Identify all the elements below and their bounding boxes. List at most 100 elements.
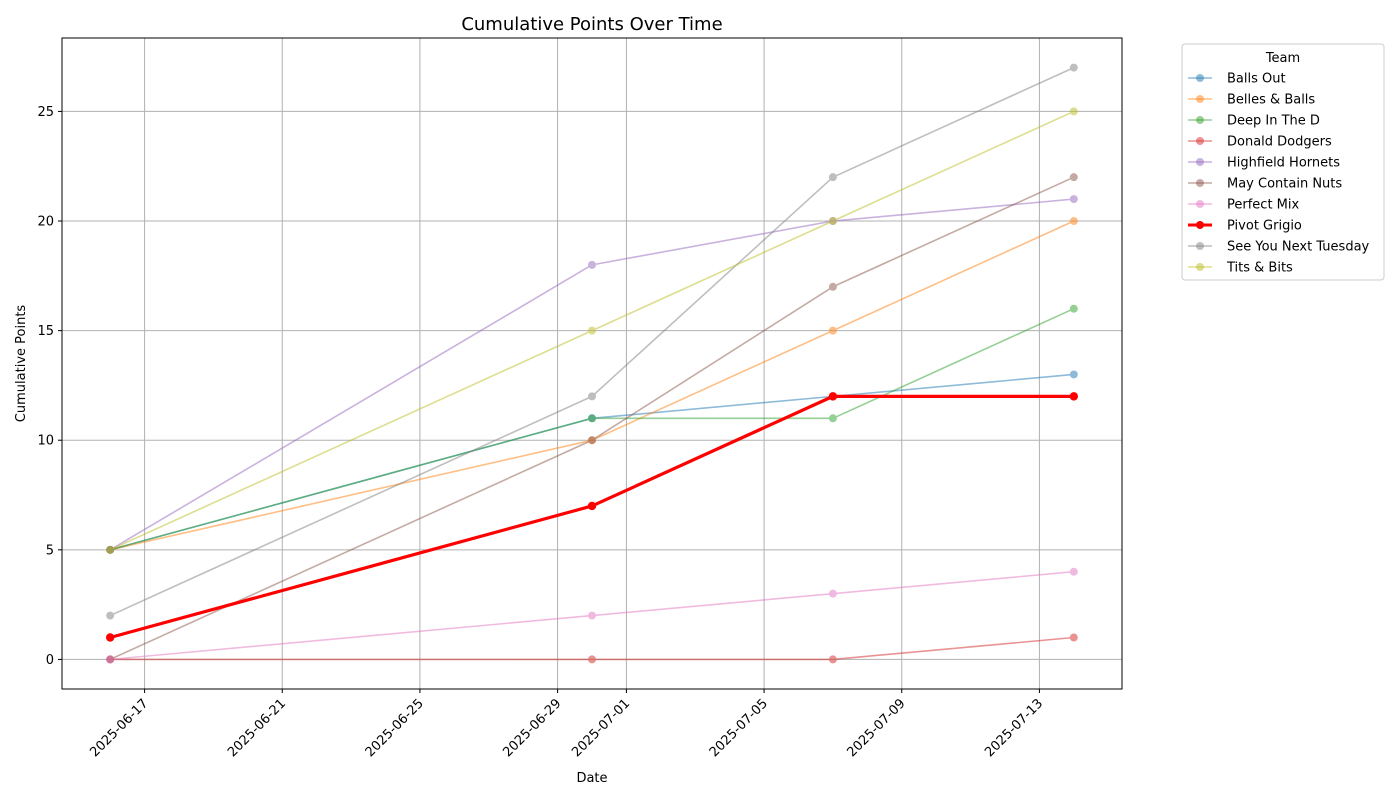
legend-swatch-marker <box>1196 242 1204 250</box>
legend-items: Balls Out Belles & Balls Deep In The D Dona… <box>1188 72 1370 276</box>
legend-label: See You Next Tuesday <box>1227 240 1370 255</box>
x-tick-label: 2025-07-09 <box>845 696 909 760</box>
data-point <box>1069 633 1078 642</box>
legend-swatch-marker <box>1196 137 1204 145</box>
series-line <box>109 220 1075 551</box>
legend-item-highfield-hornets: Highfield Hornets <box>1188 156 1340 171</box>
legend-item-pivot-grigio: Pivot Grigio <box>1188 219 1302 234</box>
data-point <box>588 611 596 620</box>
series-line <box>109 636 1075 661</box>
data-point <box>1069 567 1078 576</box>
data-point <box>105 633 115 642</box>
series-lines <box>105 63 1079 664</box>
series-perfect-mix <box>106 567 1078 664</box>
data-point <box>588 260 596 269</box>
legend-swatch-marker <box>1196 200 1204 208</box>
legend-swatch-marker <box>1196 158 1204 166</box>
data-point <box>1069 107 1078 116</box>
y-tick-label: 10 <box>37 434 54 449</box>
data-point <box>828 392 838 401</box>
data-point <box>106 611 115 620</box>
series-line <box>109 307 1075 551</box>
y-tick-label: 5 <box>46 543 54 558</box>
data-point <box>1069 304 1078 313</box>
data-point <box>1069 370 1078 379</box>
series-line <box>109 198 1075 551</box>
legend: Team Balls Out Belles & Balls Deep In The … <box>1181 43 1385 281</box>
y-tick-label: 20 <box>37 215 54 230</box>
legend-swatch-marker <box>1196 221 1204 229</box>
legend-item-tits-bits: Tits & Bits <box>1188 261 1293 276</box>
x-axis-label: Date <box>576 771 607 786</box>
data-point <box>828 655 837 664</box>
legend-swatch-marker <box>1196 263 1204 271</box>
legend-label: Belles & Balls <box>1227 93 1315 108</box>
data-point <box>828 282 837 291</box>
legend-item-deep-in-the-d: Deep In The D <box>1188 114 1320 129</box>
series-see-you-next-tuesday <box>106 63 1078 620</box>
legend-label: Highfield Hornets <box>1227 156 1340 171</box>
data-point <box>588 392 596 401</box>
data-point <box>1069 173 1078 182</box>
grid <box>62 38 1122 689</box>
data-point <box>588 436 596 445</box>
y-tick-label: 25 <box>37 105 54 120</box>
data-point <box>1069 195 1078 204</box>
x-tick-label: 2025-06-29 <box>500 696 564 760</box>
legend-label: Deep In The D <box>1227 114 1320 129</box>
x-tick-label: 2025-06-25 <box>363 696 427 760</box>
legend-swatch-marker <box>1196 179 1204 187</box>
chart-title: Cumulative Points Over Time <box>461 14 722 35</box>
data-point <box>1069 63 1078 72</box>
data-point <box>828 414 837 423</box>
x-tick-label: 2025-07-13 <box>982 696 1046 760</box>
data-point <box>106 655 115 664</box>
plot-frame <box>61 37 1123 690</box>
series-line <box>109 176 1075 661</box>
legend-item-balls-out: Balls Out <box>1188 72 1286 87</box>
data-point <box>588 414 596 423</box>
series-line <box>109 373 1075 551</box>
data-point <box>106 545 115 554</box>
legend-box <box>1181 43 1385 281</box>
legend-label: Perfect Mix <box>1227 198 1299 213</box>
legend-item-may-contain-nuts: May Contain Nuts <box>1188 177 1342 192</box>
series-line <box>109 66 1075 617</box>
y-axis-label: Cumulative Points <box>14 305 29 423</box>
y-ticks: 0 5 10 15 20 25 <box>37 105 62 668</box>
series-highfield-hornets <box>106 195 1078 554</box>
data-point <box>588 326 596 335</box>
data-point <box>828 326 837 335</box>
legend-label: Donald Dodgers <box>1227 135 1332 150</box>
x-tick-label: 2025-06-17 <box>87 696 151 760</box>
x-ticks: 2025-06-17 2025-06-21 2025-06-25 2025-06-29… <box>87 689 1046 760</box>
legend-swatch-marker <box>1196 74 1204 82</box>
x-tick-label: 2025-06-21 <box>225 696 289 760</box>
legend-item-belles-balls: Belles & Balls <box>1188 93 1315 108</box>
legend-title: Team <box>1265 51 1300 66</box>
data-point <box>828 217 837 226</box>
series-deep-in-the-d <box>106 304 1078 554</box>
data-point <box>828 173 837 182</box>
series-tits-bits <box>106 107 1078 554</box>
legend-swatch-marker <box>1196 116 1204 124</box>
data-point <box>1069 392 1079 401</box>
y-tick-label: 0 <box>46 653 54 668</box>
x-tick-label: 2025-07-05 <box>707 696 771 760</box>
y-tick-label: 15 <box>37 324 54 339</box>
series-line <box>109 110 1075 551</box>
legend-label: Balls Out <box>1227 72 1286 87</box>
data-point <box>828 589 837 598</box>
legend-label: May Contain Nuts <box>1227 177 1342 192</box>
x-tick-label: 2025-07-01 <box>569 696 633 760</box>
data-point <box>588 655 596 664</box>
data-point <box>1069 217 1078 226</box>
legend-item-perfect-mix: Perfect Mix <box>1188 198 1299 213</box>
legend-label: Pivot Grigio <box>1227 219 1302 234</box>
legend-swatch-marker <box>1196 95 1204 103</box>
legend-item-donald-dodgers: Donald Dodgers <box>1188 135 1332 150</box>
legend-label: Tits & Bits <box>1226 261 1293 276</box>
series-line <box>109 570 1075 661</box>
